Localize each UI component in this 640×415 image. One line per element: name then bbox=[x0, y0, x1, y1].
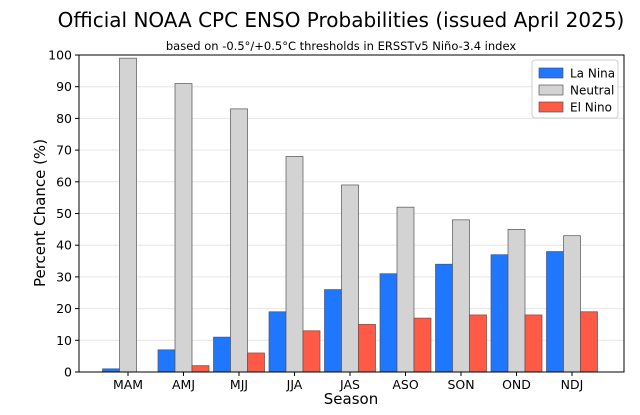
legend-label: La Nina bbox=[570, 67, 615, 81]
x-axis-ticks: MAM AMJ MJJ JJA JAS ASO SON OND NDJ bbox=[113, 372, 583, 392]
bar-el-nino-mjj bbox=[247, 352, 265, 373]
legend-label: El Nino bbox=[570, 101, 612, 115]
y-tick-label: 100 bbox=[48, 48, 72, 63]
bar-el-nino-amj bbox=[191, 365, 210, 373]
x-tick-label: AMJ bbox=[172, 377, 195, 392]
y-tick-label: 60 bbox=[56, 174, 72, 189]
y-tick-label: 40 bbox=[56, 238, 72, 253]
x-tick-label: JAS bbox=[339, 377, 360, 392]
legend-swatch bbox=[538, 101, 564, 113]
x-tick-label: MJJ bbox=[230, 377, 248, 392]
bar-el-nino-son bbox=[469, 314, 487, 373]
bar-la-nina-son bbox=[435, 263, 453, 373]
legend-swatch bbox=[538, 67, 564, 79]
bar-neutral-amj bbox=[174, 83, 193, 373]
x-tick-label: JJA bbox=[286, 377, 303, 392]
x-axis-label: Season bbox=[324, 390, 378, 408]
bars bbox=[102, 57, 598, 373]
bar-el-nino-ond bbox=[524, 314, 543, 373]
bar-la-nina-aso bbox=[379, 273, 398, 373]
bar-el-nino-jas bbox=[358, 324, 376, 373]
chart-subtitle: based on -0.5°/+0.5°C thresholds in ERSS… bbox=[166, 39, 516, 53]
bar-la-nina-jja bbox=[268, 311, 287, 373]
bar-el-nino-aso bbox=[413, 317, 432, 373]
y-tick-label: 20 bbox=[56, 301, 72, 316]
y-tick-label: 0 bbox=[64, 365, 72, 380]
y-axis-label: Percent Chance (%) bbox=[31, 139, 49, 287]
x-tick-label: NDJ bbox=[561, 377, 584, 392]
bar-el-nino-jja bbox=[302, 330, 321, 373]
y-axis-ticks: 0 10 20 30 40 50 60 70 80 90 100 bbox=[48, 48, 79, 380]
bar-la-nina-jas bbox=[324, 289, 342, 373]
y-tick-label: 80 bbox=[56, 111, 72, 126]
bar-la-nina-ond bbox=[490, 254, 509, 373]
bar-neutral-jja bbox=[285, 156, 304, 373]
chart-title: Official NOAA CPC ENSO Probabilities (is… bbox=[58, 8, 625, 32]
bar-neutral-ndj bbox=[563, 235, 581, 373]
y-tick-label: 50 bbox=[56, 206, 72, 221]
bar-la-nina-mjj bbox=[213, 336, 231, 373]
y-tick-label: 90 bbox=[56, 79, 72, 94]
bar-neutral-mam bbox=[119, 57, 137, 373]
legend-label: Neutral bbox=[570, 84, 614, 98]
bar-la-nina-ndj bbox=[546, 251, 564, 373]
x-tick-label: OND bbox=[502, 377, 531, 392]
legend: La Nina Neutral El Nino bbox=[531, 59, 619, 119]
bar-el-nino-ndj bbox=[580, 311, 598, 373]
bar-neutral-aso bbox=[396, 206, 415, 373]
bar-neutral-mjj bbox=[230, 108, 248, 373]
y-tick-label: 70 bbox=[56, 143, 72, 158]
x-tick-label: ASO bbox=[392, 377, 418, 392]
bar-neutral-son bbox=[452, 219, 470, 373]
bar-la-nina-amj bbox=[157, 349, 176, 373]
bar-neutral-ond bbox=[507, 229, 526, 373]
legend-swatch bbox=[538, 84, 564, 96]
x-tick-label: SON bbox=[447, 377, 474, 392]
bar-neutral-jas bbox=[341, 184, 359, 373]
y-tick-label: 30 bbox=[56, 269, 72, 284]
y-tick-label: 10 bbox=[56, 333, 72, 348]
x-tick-label: MAM bbox=[113, 377, 143, 392]
